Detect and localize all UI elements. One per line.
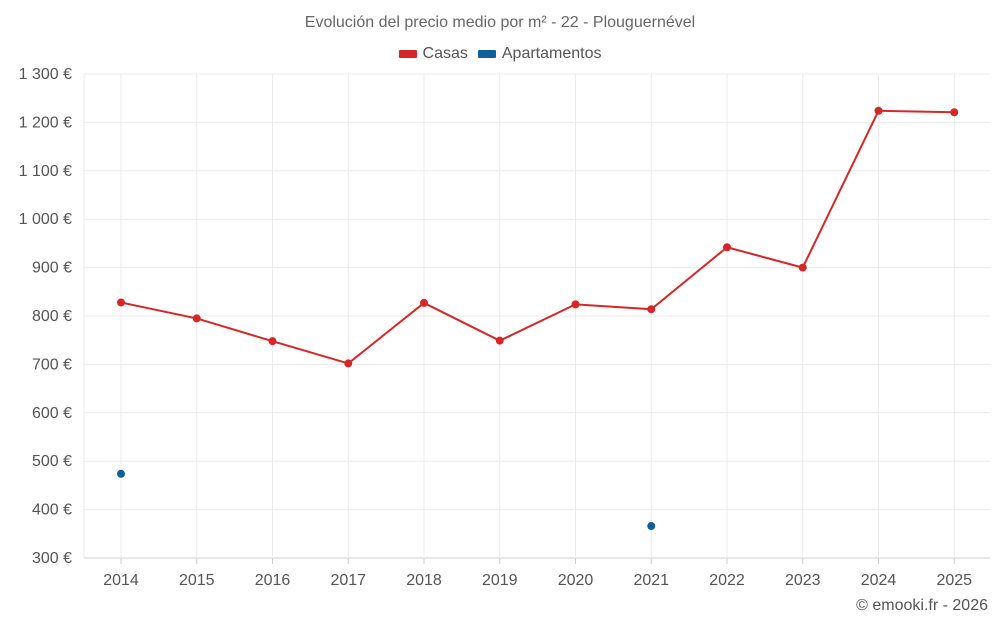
x-tick-label: 2023 (785, 572, 821, 589)
x-tick-label: 2019 (482, 572, 518, 589)
x-tick-label: 2021 (633, 572, 669, 589)
y-tick-label: 800 € (32, 308, 72, 325)
x-tick-label: 2014 (103, 572, 139, 589)
x-tick-label: 2018 (406, 572, 442, 589)
y-tick-label: 900 € (32, 260, 72, 277)
y-tick-label: 400 € (32, 502, 72, 519)
legend-label-apartamentos: Apartamentos (501, 45, 602, 62)
data-point-apartamentos (647, 522, 656, 531)
x-tick-label: 2022 (709, 572, 745, 589)
y-tick-label: 1 200 € (19, 114, 72, 131)
y-tick-label: 500 € (32, 453, 72, 470)
copyright-footer: © emooki.fr - 2026 (856, 597, 988, 614)
data-point-casas (192, 314, 201, 323)
legend-label-casas: Casas (422, 45, 468, 62)
y-tick-label: 1 300 € (19, 66, 72, 83)
x-tick-label: 2017 (330, 572, 366, 589)
chart-title: Evolución del precio medio por m² - 22 -… (304, 14, 696, 31)
x-tick-label: 2025 (936, 572, 972, 589)
series-line-casas (120, 109, 955, 365)
legend-swatch-casas (398, 50, 417, 58)
data-point-casas (344, 359, 353, 368)
data-point-casas (495, 336, 504, 345)
data-point-casas (950, 108, 959, 117)
x-tick-label: 2015 (179, 572, 215, 589)
data-point-apartamentos (117, 469, 125, 478)
data-point-casas (420, 298, 428, 307)
data-point-casas (268, 337, 277, 346)
data-point-casas (647, 305, 656, 314)
legend: Casas Apartamentos (0, 45, 1000, 63)
legend-swatch-apartamentos (477, 50, 496, 58)
y-tick-label: 700 € (32, 356, 72, 373)
y-tick-label: 600 € (32, 405, 72, 422)
data-point-casas (571, 300, 580, 309)
x-tick-label: 2016 (255, 572, 291, 589)
data-point-casas (117, 298, 125, 307)
x-tick-label: 2024 (861, 572, 897, 589)
y-tick-label: 1 000 € (19, 211, 72, 228)
legend-item-casas[interactable]: Casas (398, 45, 468, 63)
y-tick-label: 300 € (32, 550, 72, 567)
data-point-casas (874, 106, 883, 115)
y-tick-label: 1 100 € (19, 163, 72, 180)
data-point-casas (798, 263, 807, 272)
x-tick-label: 2020 (558, 572, 594, 589)
data-point-casas (723, 243, 731, 252)
legend-item-apartamentos[interactable]: Apartamentos (477, 45, 602, 63)
